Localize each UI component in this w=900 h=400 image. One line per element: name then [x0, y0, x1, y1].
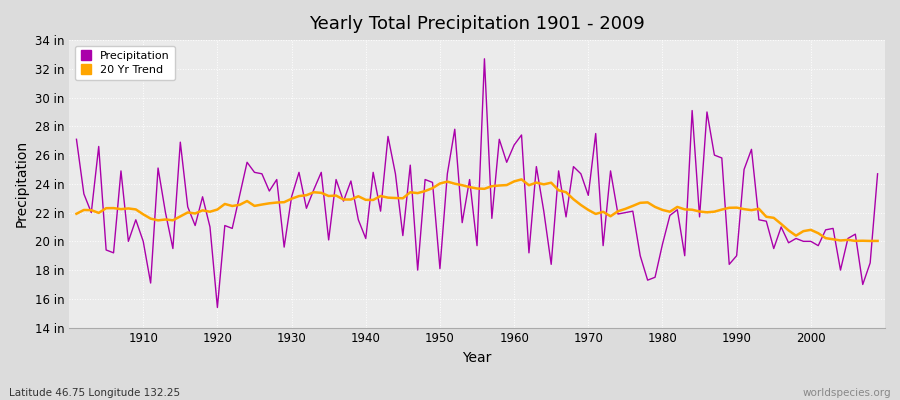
Legend: Precipitation, 20 Yr Trend: Precipitation, 20 Yr Trend: [75, 46, 176, 80]
Title: Yearly Total Precipitation 1901 - 2009: Yearly Total Precipitation 1901 - 2009: [309, 15, 645, 33]
X-axis label: Year: Year: [463, 351, 491, 365]
Y-axis label: Precipitation: Precipitation: [15, 140, 29, 228]
Text: Latitude 46.75 Longitude 132.25: Latitude 46.75 Longitude 132.25: [9, 388, 180, 398]
Text: worldspecies.org: worldspecies.org: [803, 388, 891, 398]
